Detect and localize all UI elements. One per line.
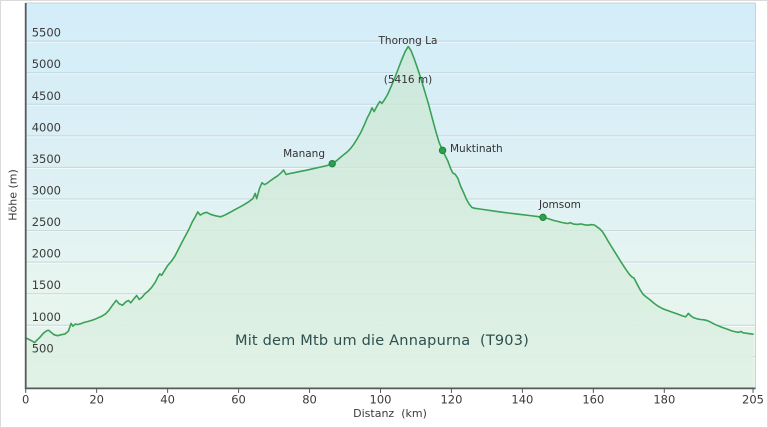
marker-dot-jomsom [539, 213, 547, 222]
x-axis-title: Distanz (km) [353, 407, 427, 420]
y-tick-label: 1000 [32, 310, 61, 324]
marker-dot-muktinath [438, 146, 447, 155]
marker-dot-manang [328, 159, 336, 168]
y-tick-label: 4000 [32, 120, 61, 134]
x-tick-label: 140 [511, 392, 533, 406]
y-tick-label: 3500 [32, 152, 61, 166]
y-tick-label: 5500 [32, 26, 61, 40]
x-tick-label: 100 [370, 392, 392, 406]
x-tick-label: 0 [22, 392, 29, 406]
marker-label-jomsom: Jomsom [539, 199, 581, 211]
x-tick-label: 180 [653, 392, 675, 406]
y-axis-title: Höhe (m) [6, 169, 20, 221]
y-tick-labels: 500 1000 1500 2000 2500 3000 3500 4000 4500 5000 5… [32, 26, 61, 356]
chart-title: Mit dem Mtb um die Annapurna (T903) [234, 333, 530, 349]
x-tick-labels: 0 20 40 60 80 100 120 140 160 180 205 [22, 388, 764, 406]
elevation-area [25, 46, 753, 389]
x-tick-label: 160 [582, 392, 604, 406]
y-tick-label: 3000 [32, 184, 61, 198]
marker-label-manang: Manang [283, 148, 325, 160]
x-tick-label: 80 [302, 392, 317, 406]
y-tick-label: 500 [32, 341, 54, 355]
y-tick-label: 4500 [32, 89, 61, 103]
elevation-line [24, 45, 754, 344]
peak-label: Thorong La (5416 m) [379, 9, 438, 113]
y-tick-label: 2500 [32, 215, 61, 229]
x-tick-label: 40 [160, 392, 175, 406]
y-tick-label: 1500 [32, 278, 61, 292]
marker-label-muktinath: Muktinath [450, 143, 503, 155]
x-tick-label: 60 [231, 392, 246, 406]
peak-label-name: Thorong La [378, 35, 438, 47]
y-tick-label: 2000 [32, 247, 61, 261]
peak-label-elevation: (5416 m) [383, 74, 433, 86]
y-tick-label: 5000 [32, 57, 61, 71]
x-tick-label: 20 [89, 392, 104, 406]
x-tick-label: 205 [742, 392, 764, 406]
x-tick-label: 120 [440, 392, 462, 406]
